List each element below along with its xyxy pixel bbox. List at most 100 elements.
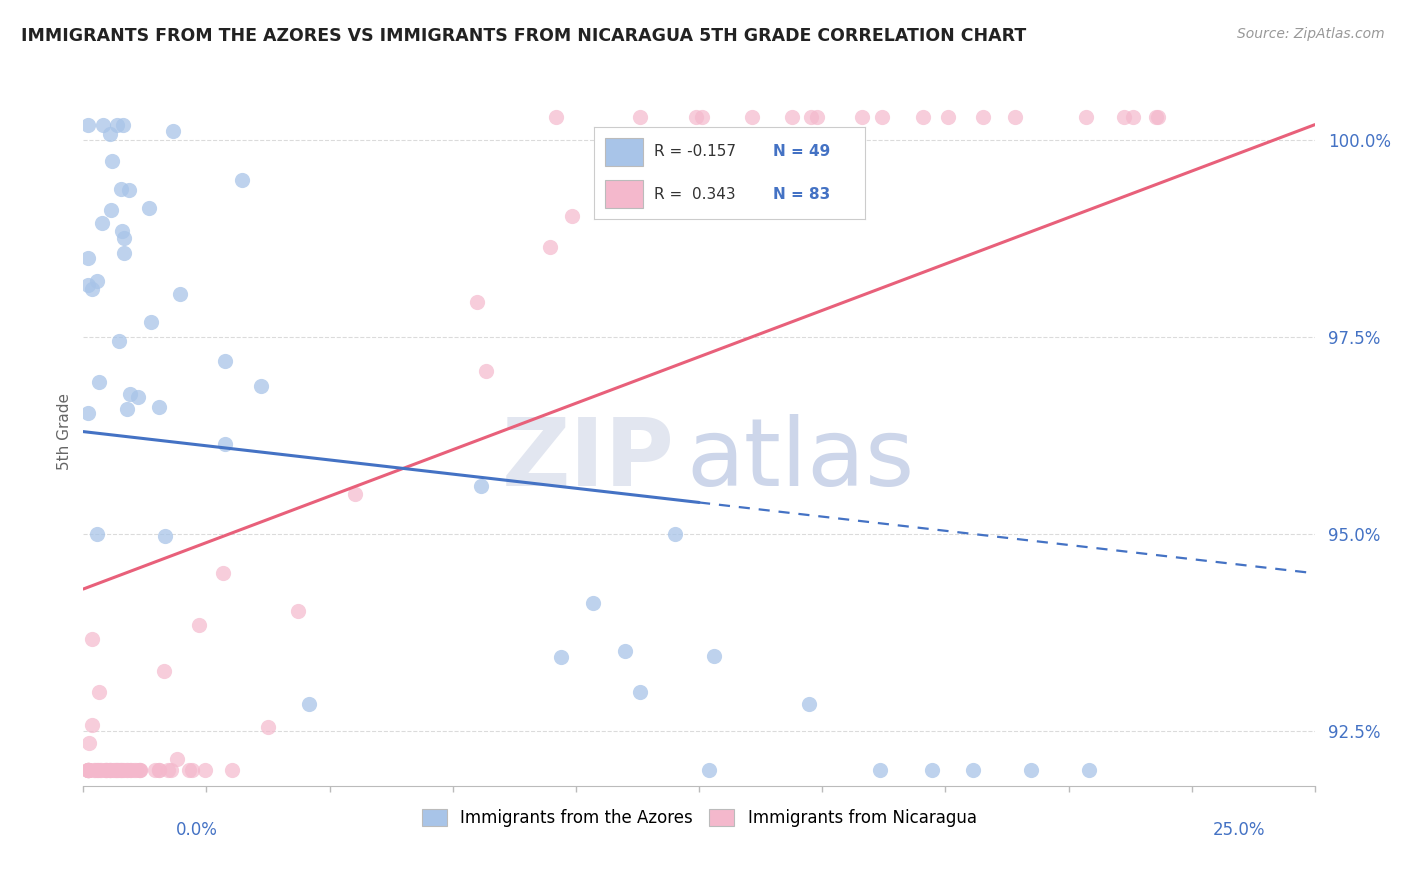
Point: [194, 763, 217, 777]
Point: [690, 110, 713, 124]
Point: [77, 763, 100, 777]
Point: [921, 763, 943, 777]
Point: [77, 763, 100, 777]
Point: [90, 763, 112, 777]
Point: [90, 216, 112, 230]
Y-axis label: 5th Grade: 5th Grade: [58, 393, 72, 470]
Point: [550, 650, 572, 665]
Point: [83, 763, 105, 777]
Point: [780, 110, 803, 124]
Text: ZIP: ZIP: [502, 414, 675, 506]
Point: [127, 390, 149, 404]
Point: [162, 124, 184, 138]
Point: [86, 763, 108, 777]
Text: atlas: atlas: [686, 414, 915, 506]
Point: [1144, 110, 1167, 124]
Point: [112, 230, 135, 244]
Point: [614, 644, 637, 658]
Point: [93, 763, 115, 777]
Point: [86, 527, 108, 541]
Point: [100, 203, 122, 218]
Point: [231, 173, 253, 187]
Point: [93, 118, 115, 132]
Point: [100, 154, 122, 169]
Point: [797, 698, 820, 712]
Point: [87, 763, 110, 777]
Point: [89, 763, 111, 777]
Point: [628, 684, 651, 698]
Point: [77, 278, 100, 293]
Point: [77, 251, 100, 265]
Point: [1122, 110, 1144, 124]
Point: [108, 763, 131, 777]
Point: [1074, 110, 1097, 124]
Point: [343, 487, 366, 501]
Point: [166, 752, 188, 766]
Point: [212, 566, 235, 580]
Point: [148, 400, 170, 414]
Point: [685, 110, 707, 124]
Point: [94, 763, 117, 777]
Point: [77, 763, 100, 777]
Point: [98, 127, 121, 141]
Point: [1146, 110, 1168, 124]
Point: [664, 527, 686, 541]
Point: [157, 763, 180, 777]
Point: [697, 763, 720, 777]
Point: [125, 763, 148, 777]
Point: [1004, 110, 1026, 124]
Point: [561, 210, 583, 224]
Point: [148, 763, 170, 777]
Point: [581, 596, 603, 610]
Point: [120, 387, 142, 401]
Point: [153, 664, 176, 678]
Point: [628, 131, 651, 145]
Point: [77, 118, 100, 132]
Point: [128, 763, 150, 777]
Point: [111, 224, 134, 238]
Point: [256, 720, 278, 734]
Point: [538, 240, 561, 254]
Point: [214, 437, 236, 451]
Point: [80, 282, 103, 296]
Point: [287, 604, 309, 618]
Point: [188, 618, 211, 632]
Point: [79, 763, 101, 777]
Point: [96, 763, 118, 777]
Point: [249, 378, 271, 392]
Point: [98, 763, 121, 777]
Point: [96, 763, 118, 777]
Point: [112, 118, 135, 132]
Point: [139, 315, 162, 329]
Point: [148, 763, 170, 777]
Point: [869, 763, 891, 777]
Point: [80, 718, 103, 732]
Point: [101, 763, 124, 777]
Point: [83, 763, 105, 777]
Point: [155, 529, 177, 543]
Text: 0.0%: 0.0%: [176, 821, 218, 838]
Point: [628, 110, 651, 124]
Point: [110, 182, 132, 196]
Point: [98, 763, 121, 777]
Point: [936, 110, 959, 124]
Point: [77, 763, 100, 777]
Text: 25.0%: 25.0%: [1213, 821, 1265, 838]
Point: [86, 274, 108, 288]
Point: [972, 110, 994, 124]
Point: [104, 763, 127, 777]
Point: [129, 763, 152, 777]
Point: [77, 763, 100, 777]
Point: [129, 763, 152, 777]
Point: [105, 763, 128, 777]
Point: [470, 479, 492, 493]
Point: [112, 246, 135, 260]
Point: [806, 110, 828, 124]
Point: [112, 763, 135, 777]
Point: [870, 110, 893, 124]
Point: [912, 110, 935, 124]
Point: [1019, 763, 1042, 777]
Point: [221, 763, 243, 777]
Point: [181, 763, 204, 777]
Point: [800, 110, 823, 124]
